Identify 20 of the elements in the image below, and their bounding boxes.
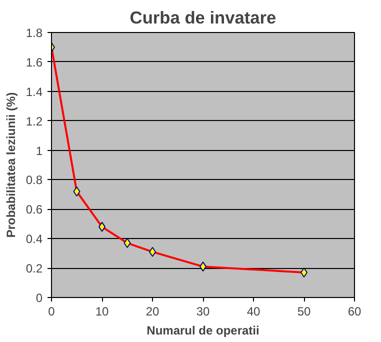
x-tick-label: 20 — [146, 304, 160, 318]
x-tick-label: 60 — [348, 304, 362, 318]
x-tick-label: 0 — [48, 304, 56, 318]
chart-title: Curba de invatare — [130, 8, 277, 28]
x-tick-label: 10 — [95, 304, 109, 318]
y-tick-label: 0.2 — [26, 262, 43, 276]
y-tick-label: 1.2 — [26, 114, 43, 128]
y-tick-label: 1.6 — [26, 55, 43, 70]
x-tick-label: 40 — [246, 304, 260, 318]
x-tick-label: 30 — [196, 304, 210, 318]
x-tick-label: 50 — [297, 304, 311, 318]
y-tick-label: 0.8 — [26, 173, 43, 188]
y-tick-label: 1.8 — [26, 26, 43, 40]
y-axis-title: Probabilitatea leziunii (%) — [4, 92, 18, 238]
x-axis-title: Numarul de operatii — [146, 324, 260, 338]
y-tick-label: 1.4 — [26, 84, 43, 99]
y-tick-label: 1 — [36, 144, 43, 158]
y-tick-label: 0 — [36, 291, 43, 305]
y-tick-label: 0.6 — [26, 202, 43, 217]
y-tick-label: 0.4 — [26, 232, 43, 246]
